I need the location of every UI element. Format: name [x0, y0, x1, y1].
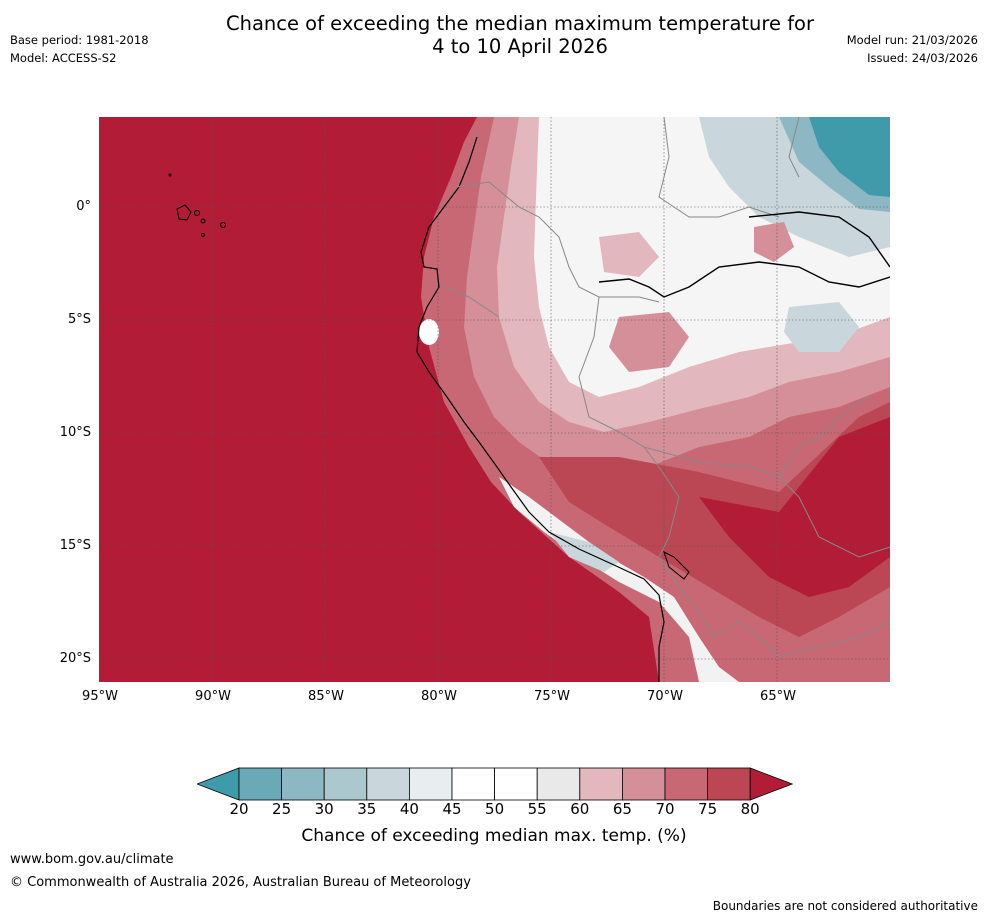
- galapagos-islands: [168, 173, 226, 237]
- lon-label-70w: 70°W: [647, 689, 683, 704]
- colorbar-cell: [664, 767, 708, 801]
- colorbar-extend-high: [749, 767, 793, 801]
- colorbar-cell: [281, 767, 325, 801]
- lat-label-0: 0°: [76, 199, 91, 214]
- colorbar-cell: [494, 767, 538, 801]
- colorbar-cell: [536, 767, 581, 801]
- lat-label-15s: 15°S: [59, 538, 91, 553]
- land-bluepatch-2: [784, 302, 859, 352]
- country-borders: [443, 116, 891, 658]
- colorbar-tick-label: 80: [740, 800, 760, 818]
- title-line-1: Chance of exceeding the median maximum t…: [225, 12, 815, 35]
- colorbar-cell: [451, 767, 495, 801]
- model-text: Model: ACCESS-S2: [10, 51, 117, 65]
- colorbar-cell: [621, 767, 666, 801]
- colorbar-tick-label: 25: [272, 800, 292, 818]
- footer-copyright: © Commonwealth of Australia 2026, Austra…: [10, 875, 471, 890]
- footer-url: www.bom.gov.au/climate: [10, 852, 174, 867]
- colorbar-tick-label: 70: [655, 800, 675, 818]
- lon-label-95w: 95°W: [82, 689, 118, 704]
- colorbar-cell: [408, 767, 453, 801]
- coastal-white-band: [499, 477, 739, 682]
- land-pinkblob-3: [599, 232, 659, 277]
- colorbar-tick-label: 40: [399, 800, 419, 818]
- issued-text: Issued: 24/03/2026: [867, 51, 978, 65]
- header-meta-right: Model run: 21/03/2026 Issued: 24/03/2026: [847, 31, 978, 67]
- colorbar-label: Chance of exceeding median max. temp. (%…: [301, 826, 687, 846]
- colorbar-tick-label: 50: [485, 800, 505, 818]
- colorbar-cell: [238, 767, 282, 801]
- colorbar-cell: [323, 767, 368, 801]
- land-pinkblob-2: [754, 222, 794, 262]
- colorbar-tick-label: 30: [314, 800, 334, 818]
- amazon-river: [598, 211, 891, 298]
- colorbar-tick-label: 35: [357, 800, 377, 818]
- footer-boundary-note: Boundaries are not considered authoritat…: [712, 899, 978, 913]
- lon-label-85w: 85°W: [308, 689, 344, 704]
- map-title: Chance of exceeding the median maximum t…: [0, 12, 988, 58]
- colorbar-tick-label: 75: [698, 800, 718, 818]
- colorbar: [197, 767, 793, 801]
- colorbar-tick-label: 65: [612, 800, 632, 818]
- land-pinkblob-1: [609, 312, 689, 372]
- probability-map: [99, 116, 891, 682]
- colorbar-cell: [579, 767, 623, 801]
- lon-label-90w: 90°W: [195, 689, 231, 704]
- colorbar-tick-label: 20: [229, 800, 249, 818]
- lat-label-5s: 5°S: [67, 312, 91, 327]
- header-meta-left: Base period: 1981-2018 Model: ACCESS-S2: [10, 31, 149, 67]
- map-svg: [99, 116, 891, 682]
- colorbar-extend-low: [197, 767, 240, 801]
- colorbar-cells: [197, 767, 793, 801]
- ecuador-white-patch: [419, 319, 439, 345]
- colorbar-cell: [366, 767, 410, 801]
- lon-label-65w: 65°W: [760, 689, 796, 704]
- lake-titicaca: [663, 551, 690, 580]
- land-darkblue: [809, 117, 890, 197]
- graticule: [99, 117, 890, 682]
- lon-label-80w: 80°W: [421, 689, 457, 704]
- model-run-text: Model run: 21/03/2026: [846, 33, 978, 47]
- base-period-text: Base period: 1981-2018: [10, 33, 149, 47]
- coastline: [416, 136, 665, 682]
- land-deepred-south: [699, 417, 890, 597]
- lon-label-75w: 75°W: [534, 689, 570, 704]
- colorbar-tick-label: 55: [527, 800, 547, 818]
- colorbar-tick-label: 45: [442, 800, 462, 818]
- lat-label-10s: 10°S: [59, 425, 91, 440]
- title-line-2: 4 to 10 April 2026: [432, 35, 608, 58]
- lat-label-20s: 20°S: [59, 651, 91, 666]
- colorbar-cell: [707, 767, 751, 801]
- colorbar-tick-label: 60: [570, 800, 590, 818]
